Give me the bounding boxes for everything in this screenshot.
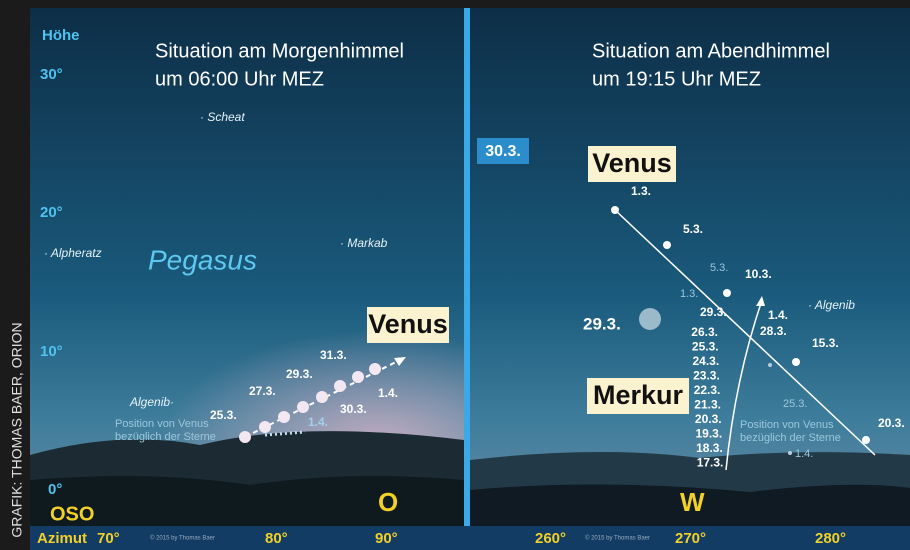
title: um 19:15 Uhr MEZ <box>592 68 761 90</box>
copyright: © 2015 by Thomas Baer <box>585 535 650 542</box>
moon-date: 29.3. <box>583 314 621 333</box>
moon <box>639 308 661 330</box>
azimuth: 80° <box>265 530 288 547</box>
direction: OSO <box>50 503 94 525</box>
date-label: 10.3. <box>745 267 772 281</box>
date-label: 24.3. <box>692 354 719 368</box>
date-label: 15.3. <box>812 336 839 350</box>
date-label: 28.3. <box>760 324 787 338</box>
mercury-dates: 26.3.25.3.24.3.23.3.22.3.21.3.20.3.19.3.… <box>691 325 723 470</box>
date-label: 25.3. <box>210 408 237 422</box>
date-label: 29.3. <box>286 367 313 381</box>
azimuth: 70° <box>97 530 120 547</box>
altitude-label: Höhe <box>42 27 80 44</box>
azimuth-label: Azimut <box>37 530 87 547</box>
azimuth: 260° <box>535 530 566 547</box>
faint-date: 5.3. <box>710 262 728 274</box>
faint-date: 1.3. <box>680 288 698 300</box>
planet-label: Venus <box>592 148 672 178</box>
title: um 06:00 Uhr MEZ <box>155 68 324 90</box>
star-label: · Markab <box>340 236 388 250</box>
azimuth: 280° <box>815 530 846 547</box>
faint-date: 25.3. <box>783 398 807 410</box>
constellation: Pegasus <box>148 244 257 275</box>
date-label: 20.3. <box>695 412 722 426</box>
date-label: 1.4. <box>378 386 398 400</box>
azimuth: 90° <box>375 530 398 547</box>
date-label: 30.3. <box>340 402 367 416</box>
date-label: 25.3. <box>692 340 719 354</box>
altitude: 30° <box>40 66 63 83</box>
date-label: 1.4. <box>308 415 328 429</box>
moon-date: 30.3. <box>485 143 521 160</box>
date-label: 20.3. <box>878 416 905 430</box>
date-label: 1.4. <box>768 308 788 322</box>
note: Position von Venus <box>740 419 834 431</box>
divider <box>464 8 470 550</box>
planet-label: Venus <box>368 309 448 339</box>
date-label: 23.3. <box>693 369 720 383</box>
date-label: 21.3. <box>694 398 721 412</box>
direction: O <box>378 487 398 517</box>
date-label: 29.3. <box>700 305 727 319</box>
faint-date: 1.4. <box>795 448 813 460</box>
star-label: · Scheat <box>200 110 245 124</box>
planet-label: Merkur <box>593 380 684 410</box>
altitude: 0° <box>48 481 62 498</box>
star-label: · Algenib <box>808 298 855 312</box>
date-label: 31.3. <box>320 348 347 362</box>
title: Situation am Abendhimmel <box>592 40 830 62</box>
page: {"credit": "GRAFIK: THOMAS BAER, ORION",… <box>0 0 910 550</box>
altitude: 20° <box>40 204 63 221</box>
date-label: 5.3. <box>683 222 703 236</box>
date-label: 19.3. <box>695 427 722 441</box>
note: bezüglich der Sterne <box>740 432 841 444</box>
direction: W <box>680 487 705 517</box>
credit: GRAFIK: THOMAS BAER, ORION <box>9 322 25 537</box>
azimuth: 270° <box>675 530 706 547</box>
date-label: 18.3. <box>696 441 723 455</box>
star-label: Algenib· <box>129 395 174 409</box>
note: bezüglich der Sterne <box>115 431 216 443</box>
altitude: 10° <box>40 343 63 360</box>
star-label: · Alpheratz <box>44 246 102 260</box>
copyright: © 2015 by Thomas Baer <box>150 535 215 542</box>
date-label: 27.3. <box>249 384 276 398</box>
date-label: 26.3. <box>691 325 718 339</box>
date-label: 22.3. <box>694 383 721 397</box>
date-label: 17.3. <box>697 456 724 470</box>
title: Situation am Morgenhimmel <box>155 40 404 62</box>
note: Position von Venus <box>115 418 209 430</box>
date-label: 1.3. <box>631 184 651 198</box>
illustration: GRAFIK: THOMAS BAER, ORION Höhe 30° 20° … <box>0 0 910 550</box>
